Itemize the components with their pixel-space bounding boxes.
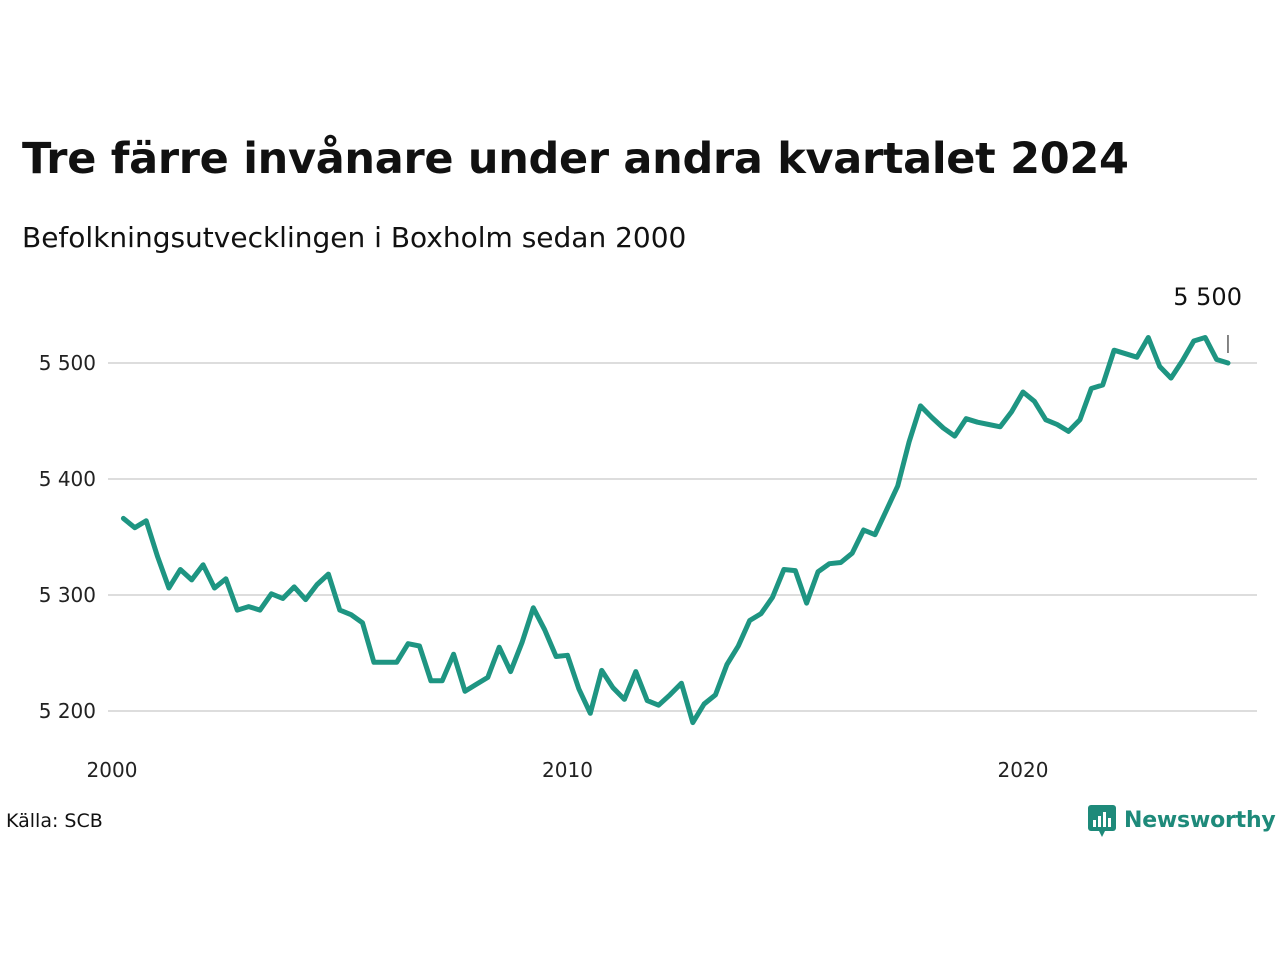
last-value-label: 5 500 [1173,283,1242,311]
source-note: Källa: SCB [6,810,103,832]
y-tick-label: 5 200 [39,699,96,723]
chart-subtitle: Befolkningsutvecklingen i Boxholm sedan … [22,221,687,254]
x-tick-label: 2000 [87,758,138,782]
y-tick-label: 5 500 [39,351,96,375]
brand-name: Newsworthy [1124,807,1276,833]
y-tick-label: 5 300 [39,583,96,607]
series-line [120,335,1231,726]
chart-title: Tre färre invånare under andra kvartalet… [22,134,1129,184]
y-tick-label: 5 400 [39,467,96,491]
line-chart: 5 200 5 300 5 400 5 500 2000 2010 2020 5 500 [39,283,1257,782]
x-tick-label: 2020 [998,758,1049,782]
x-tick-label: 2010 [542,758,593,782]
bar-chart-speech-bubble-icon [1088,805,1116,837]
newsworthy-logo: Newsworthy [1088,803,1276,837]
